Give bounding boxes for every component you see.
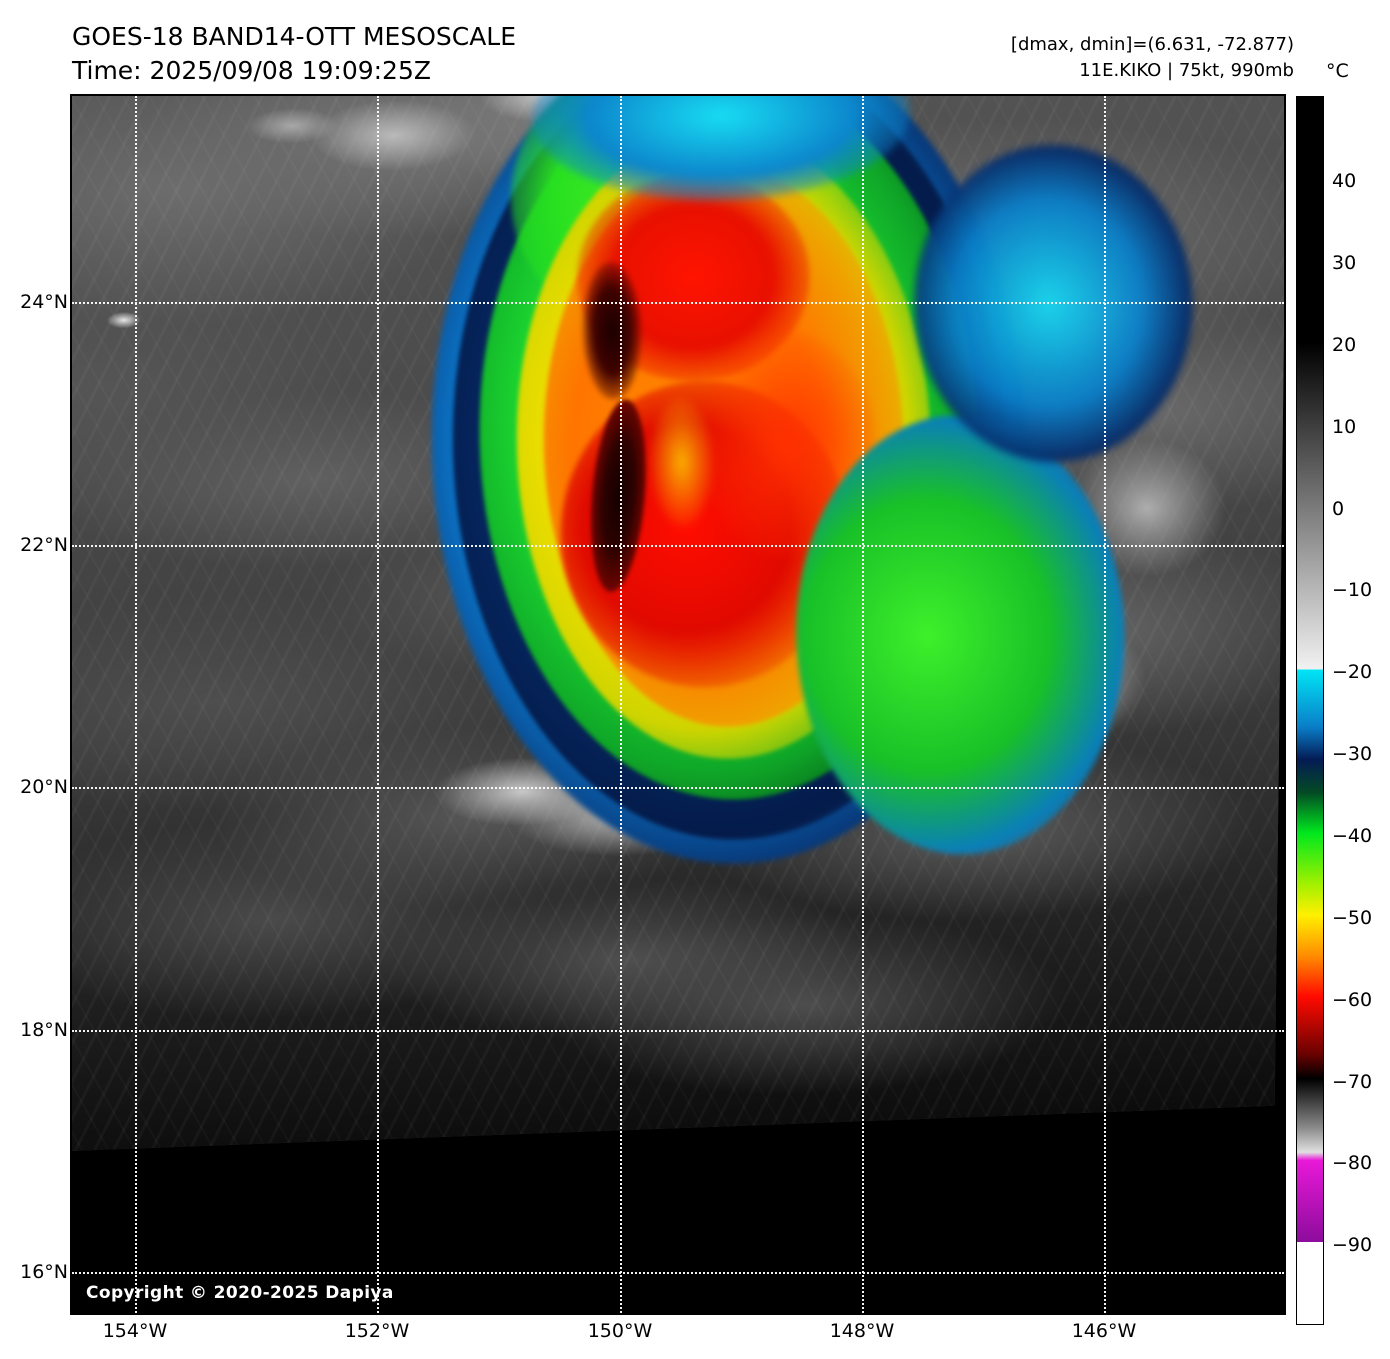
gridline-lon-150 (620, 96, 622, 1313)
colorbar-tick-label: −60 (1332, 989, 1373, 1011)
colorbar-tick-label: −50 (1332, 907, 1373, 929)
colorbar-tick-label: 30 (1332, 252, 1357, 274)
colorbar-tick-label: −30 (1332, 743, 1373, 765)
lat-tick-label: 20°N (20, 776, 68, 798)
colorbar-tick-label: 0 (1332, 498, 1345, 520)
colorbar-tick-label: 10 (1332, 416, 1357, 438)
copyright-notice: Copyright © 2020-2025 Dapiya (86, 1283, 394, 1303)
colorbar-tick-label: −90 (1332, 1234, 1373, 1256)
lon-tick-label: 152°W (344, 1320, 410, 1342)
lat-tick-label: 18°N (20, 1019, 68, 1041)
satellite-swath (72, 96, 1284, 1291)
gridline-lat-20 (72, 787, 1284, 789)
lon-tick-label: 148°W (829, 1320, 895, 1342)
satellite-image-plot: Copyright © 2020-2025 Dapiya (72, 96, 1284, 1313)
gridline-lon-148 (862, 96, 864, 1313)
lat-tick-label: 16°N (20, 1261, 68, 1283)
gridline-lat-24 (72, 302, 1284, 304)
lon-tick-label: 154°W (102, 1320, 168, 1342)
lon-tick-label: 146°W (1071, 1320, 1137, 1342)
gridline-lat-18 (72, 1030, 1284, 1032)
header-title-block: GOES-18 BAND14-OTT MESOSCALE Time: 2025/… (72, 20, 516, 88)
header-metadata-block: [dmax, dmin]=(6.631, -72.877) 11E.KIKO |… (1011, 32, 1294, 84)
storm-info-label: 11E.KIKO | 75kt, 990mb (1079, 60, 1294, 81)
temperature-colorbar (1296, 96, 1324, 1325)
colorbar-tick-label: 40 (1332, 170, 1357, 192)
lat-tick-label: 24°N (20, 291, 68, 313)
colorbar-tick-label: −10 (1332, 579, 1373, 601)
lat-tick-label: 22°N (20, 534, 68, 556)
colorbar-tick-label: −80 (1332, 1152, 1373, 1174)
colorbar-tick-label: −20 (1332, 661, 1373, 683)
gridline-lat-22 (72, 545, 1284, 547)
colorbar-units-label: °C (1326, 60, 1349, 82)
dmax-dmin-label: [dmax, dmin]=(6.631, -72.877) (1010, 34, 1294, 55)
gridline-lon-152 (377, 96, 379, 1313)
gridline-lon-146 (1104, 96, 1106, 1313)
lon-tick-label: 150°W (587, 1320, 653, 1342)
page-title: GOES-18 BAND14-OTT MESOSCALE (72, 22, 517, 51)
timestamp-label: Time: 2025/09/08 19:09:25Z (72, 56, 431, 85)
colorbar-tick-label: −40 (1332, 825, 1373, 847)
gridline-lat-16 (72, 1272, 1284, 1274)
colorbar-tick-label: −70 (1332, 1071, 1373, 1093)
colorbar-tick-label: 20 (1332, 334, 1357, 356)
colorbar-gradient (1297, 97, 1323, 1324)
gridline-lon-154 (135, 96, 137, 1313)
